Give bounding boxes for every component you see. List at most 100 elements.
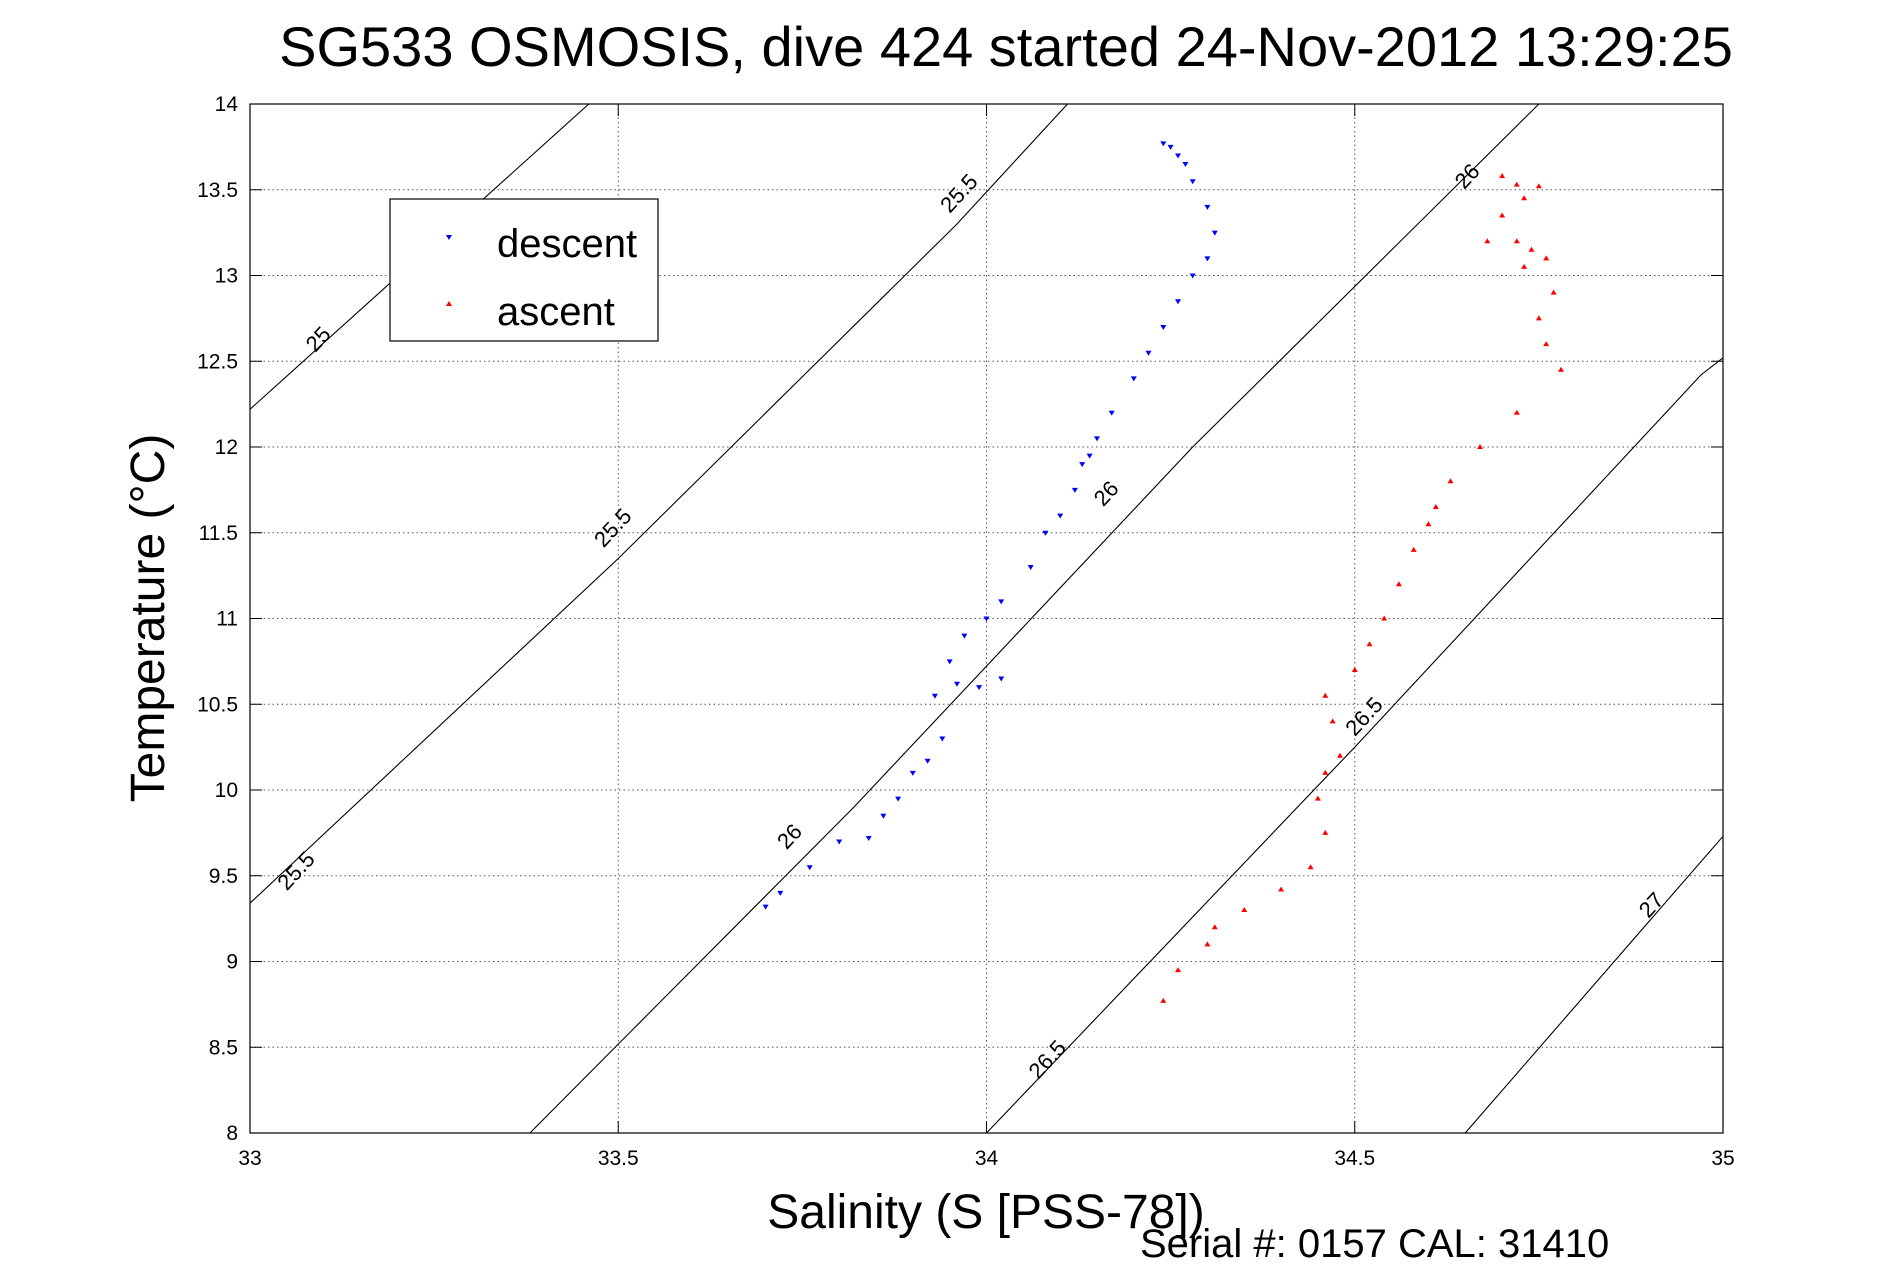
descent-point	[762, 904, 769, 910]
ascent-point	[1175, 967, 1181, 973]
ascent-point	[1307, 864, 1314, 870]
ascent-point	[1322, 692, 1329, 698]
ascent-point	[1543, 341, 1550, 347]
descent-point	[1057, 513, 1064, 519]
ascent-point	[1381, 615, 1388, 621]
descent-point	[1027, 565, 1034, 570]
ascent-point	[1314, 795, 1321, 801]
chart-title: SG533 OSMOSIS, dive 424 started 24-Nov-2…	[279, 15, 1733, 78]
descent-point	[895, 796, 902, 802]
ascent-point	[1351, 667, 1358, 672]
legend-ascent-marker	[446, 301, 452, 306]
contour-label: 25	[301, 322, 336, 357]
descent-point	[961, 633, 968, 639]
ascent-point	[1543, 255, 1550, 261]
descent-point	[1175, 299, 1181, 305]
legend-box	[389, 198, 659, 342]
ascent-point	[1484, 238, 1491, 244]
y-tick-label: 13	[215, 265, 238, 288]
descent-point	[836, 839, 843, 845]
ascent-point	[1395, 581, 1402, 587]
y-tick-label: 9	[226, 951, 238, 974]
contour-line-26-5	[986, 357, 1724, 1134]
ascent-point	[1513, 409, 1520, 415]
descent-point	[1108, 410, 1115, 416]
y-tick-label: 11.5	[199, 522, 238, 545]
contour-line-26	[529, 103, 1540, 1134]
x-tick-label: 33	[238, 1147, 261, 1170]
descent-point	[1086, 453, 1093, 459]
descent-point	[924, 758, 931, 764]
descent-point	[909, 770, 916, 776]
descent-point	[1145, 350, 1152, 356]
y-tick-label: 13.5	[197, 179, 238, 202]
ascent-point	[1528, 246, 1535, 252]
ascent-point	[1241, 907, 1248, 912]
descent-point	[1182, 162, 1189, 167]
descent-point	[983, 616, 990, 622]
data-points	[762, 141, 1564, 1003]
x-axis-label: Salinity (S [PSS-78])	[767, 1186, 1204, 1239]
contour-label: 25.5	[935, 169, 982, 217]
y-axis-label: Temperature (°C)	[122, 434, 175, 803]
legend-descent-label: descent	[497, 222, 637, 266]
descent-point	[1160, 141, 1167, 147]
x-tick-label: 34	[975, 1147, 999, 1170]
descent-point	[1167, 144, 1174, 150]
contour-label: 26	[1450, 159, 1485, 194]
y-tick-label: 12	[215, 436, 238, 459]
descent-point	[939, 736, 946, 742]
contour-label: 25.5	[589, 504, 636, 552]
descent-point	[1204, 256, 1211, 262]
descent-point	[1160, 325, 1167, 330]
contour-label: 26.5	[1340, 692, 1387, 740]
ascent-point	[1160, 997, 1167, 1003]
descent-point	[1189, 179, 1196, 185]
contour-label: 26	[772, 819, 807, 854]
descent-point	[998, 676, 1005, 682]
descent-point	[976, 685, 983, 691]
tick-labels: 33 33.5 34 34.5 35 8 8.5 9 9.5 10 10.5 11 11.5 12 12.5…	[197, 93, 1735, 1170]
descent-point	[777, 890, 784, 896]
ascent-point	[1204, 941, 1211, 947]
y-tick-label: 12.5	[197, 350, 238, 373]
y-tick-label: 14	[215, 93, 239, 116]
legend: descent ascent	[389, 198, 659, 342]
ascent-point	[1278, 886, 1285, 892]
axis-ticks	[249, 103, 1724, 1134]
y-tick-label: 10.5	[197, 693, 238, 716]
x-tick-label: 34.5	[1334, 1147, 1375, 1170]
ascent-point	[1521, 195, 1528, 201]
descent-point	[865, 836, 872, 841]
y-tick-label: 8.5	[209, 1036, 238, 1059]
ascent-point	[1447, 478, 1454, 484]
ascent-point	[1337, 752, 1343, 758]
contour-label: 26.5	[1024, 1035, 1071, 1083]
footer-serial-cal: Serial #: 0157 CAL: 31410	[1140, 1222, 1610, 1266]
x-tick-label: 33.5	[598, 1147, 639, 1170]
descent-point	[946, 659, 953, 665]
ascent-point	[1322, 769, 1329, 775]
contour-label: 25.5	[272, 846, 319, 894]
contour-label: 27	[1634, 887, 1669, 922]
ascent-point	[1513, 238, 1520, 244]
ascent-point	[1322, 829, 1329, 835]
descent-point	[806, 865, 813, 871]
y-tick-label: 10	[215, 779, 238, 802]
contour-line-25-5	[249, 103, 1068, 904]
y-tick-label: 9.5	[209, 865, 238, 888]
descent-point	[931, 693, 938, 699]
ascent-point	[1477, 444, 1483, 449]
ascent-point	[1499, 212, 1506, 218]
contour-label: 26	[1089, 476, 1124, 511]
contour-line-27	[1464, 835, 1724, 1134]
descent-point	[1079, 462, 1086, 468]
ascent-point	[1432, 504, 1439, 509]
ascent-point	[1499, 173, 1506, 178]
descent-point	[1175, 153, 1181, 159]
ascent-point	[1535, 183, 1542, 189]
x-tick-label: 35	[1711, 1147, 1734, 1170]
descent-point	[954, 681, 960, 687]
ascent-point	[1521, 263, 1528, 269]
